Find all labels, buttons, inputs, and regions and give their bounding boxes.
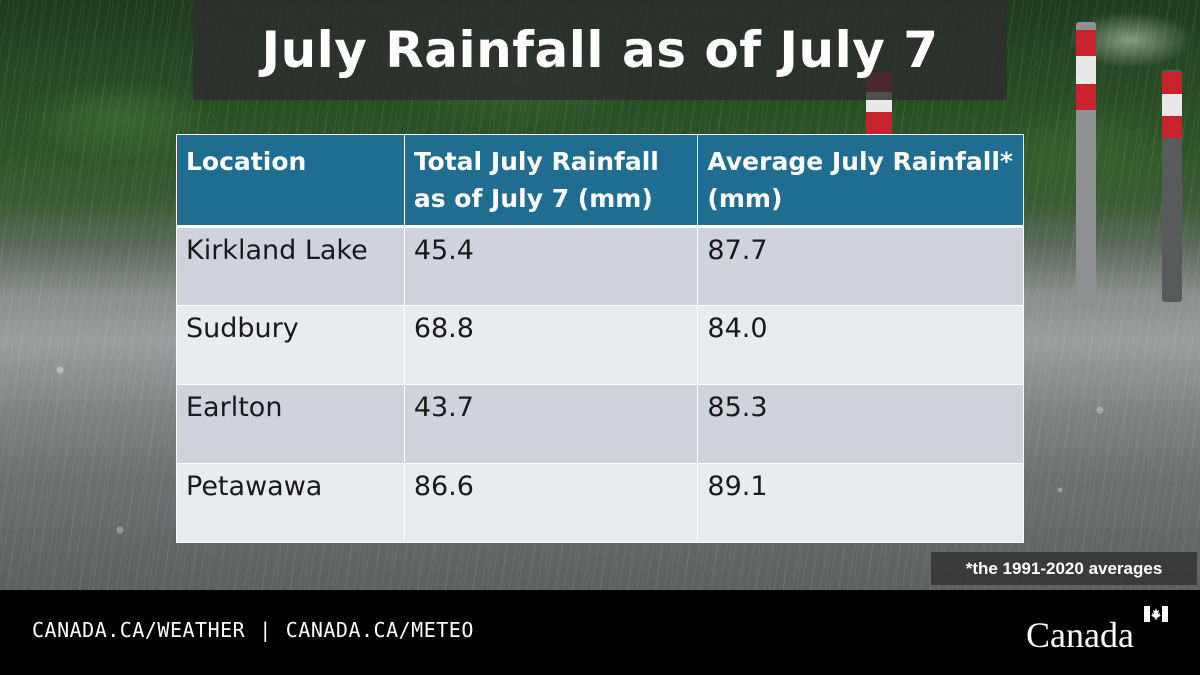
cell-location: Sudbury: [176, 305, 405, 385]
canada-wordmark: Canada: [1026, 604, 1176, 664]
cell-average: 84.0: [697, 305, 1024, 385]
cell-total: 68.8: [403, 305, 699, 385]
header-location: Location: [176, 134, 405, 228]
table-row: Earlton 43.7 85.3: [176, 384, 1024, 464]
footer-links: CANADA.CA/WEATHER | CANADA.CA/METEO: [32, 618, 474, 642]
table-row: Sudbury 68.8 84.0: [176, 305, 1024, 385]
cell-average: 85.3: [697, 384, 1024, 464]
cell-total: 45.4: [403, 226, 699, 306]
weather-link[interactable]: CANADA.CA/WEATHER: [32, 618, 246, 642]
table-row: Kirkland Lake 45.4 87.7: [176, 226, 1024, 306]
bollard-center: [1076, 22, 1096, 307]
cell-total: 43.7: [403, 384, 699, 464]
cell-location: Kirkland Lake: [176, 226, 405, 306]
table-header-row: Location Total July Rainfall as of July …: [176, 134, 1024, 228]
footer-separator: |: [259, 618, 272, 642]
table-row: Petawawa 86.6 89.1: [176, 463, 1024, 543]
cell-location: Earlton: [176, 384, 405, 464]
cell-average: 87.7: [697, 226, 1024, 306]
footnote: *the 1991-2020 averages: [931, 552, 1197, 585]
cell-average: 89.1: [697, 463, 1024, 543]
canada-flag-icon: [1144, 606, 1168, 622]
cell-location: Petawawa: [176, 463, 405, 543]
canada-wordmark-text: Canada: [1026, 615, 1134, 655]
header-total-rainfall: Total July Rainfall as of July 7 (mm): [403, 134, 699, 228]
title-banner: July Rainfall as of July 7: [193, 0, 1007, 100]
meteo-link[interactable]: CANADA.CA/METEO: [285, 618, 474, 642]
rainfall-table: Location Total July Rainfall as of July …: [176, 134, 1024, 543]
footer-bar: CANADA.CA/WEATHER | CANADA.CA/METEO Canada: [0, 590, 1200, 675]
cell-total: 86.6: [403, 463, 699, 543]
header-average-rainfall: Average July Rainfall* (mm): [697, 134, 1024, 228]
page-title: July Rainfall as of July 7: [261, 21, 939, 79]
bollard-right: [1162, 70, 1182, 302]
